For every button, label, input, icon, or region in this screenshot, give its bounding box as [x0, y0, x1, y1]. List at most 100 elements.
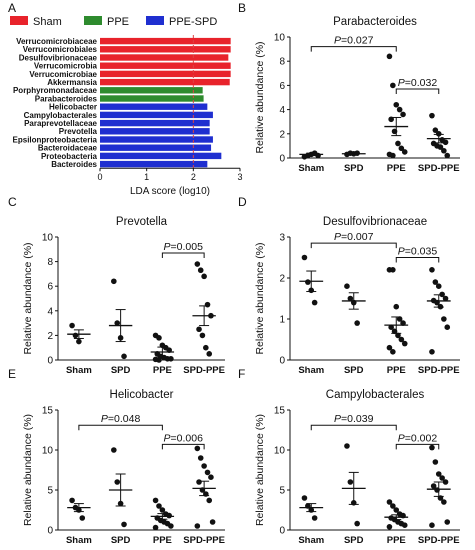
data-point	[388, 324, 394, 331]
x-category-label: Sham	[298, 163, 324, 174]
data-point	[441, 147, 447, 154]
p-value-label: P=0.007	[334, 231, 374, 243]
chart-title: Helicobacter	[110, 389, 174, 401]
lda-category-label: Parabacteroides	[35, 94, 98, 103]
data-point	[121, 353, 127, 360]
legend-label: PPE-SPD	[169, 16, 217, 28]
data-point	[194, 445, 201, 452]
y-tick-label: 10	[274, 33, 286, 44]
y-tick-label: 3	[279, 233, 285, 244]
data-point	[390, 503, 396, 509]
x-category-label: SPD-PPE	[183, 365, 225, 376]
data-point	[311, 515, 318, 521]
x-category-label: SPD-PPE	[418, 163, 460, 174]
panel-letter-e: E	[8, 367, 16, 381]
lda-bar	[100, 95, 204, 102]
data-point	[396, 106, 403, 113]
data-point	[386, 499, 393, 505]
panel-letter-a: A	[8, 1, 16, 15]
data-point	[401, 340, 408, 347]
data-point	[111, 447, 117, 453]
p-value: =0.006	[171, 432, 204, 444]
data-point	[344, 283, 350, 290]
lda-category-label: Verrucomicrobia	[34, 62, 98, 71]
data-point	[441, 499, 447, 505]
data-point	[168, 523, 174, 529]
lda-category-label: Prevotella	[59, 127, 98, 136]
data-point	[429, 444, 435, 451]
lda-bar	[100, 70, 231, 78]
significance-bracket	[78, 424, 163, 431]
data-point	[206, 351, 213, 357]
p-value: =0.002	[405, 432, 438, 444]
data-point	[347, 479, 354, 485]
x-category-label: SPD	[111, 365, 131, 376]
data-point	[204, 469, 211, 476]
p-symbol: P	[334, 413, 341, 425]
x-category-label: Sham	[66, 365, 92, 376]
p-symbol: P	[334, 231, 341, 243]
y-axis-label: Relative abundance (%)	[22, 414, 34, 526]
data-point	[76, 338, 82, 345]
p-value: =0.039	[341, 413, 374, 425]
data-point	[432, 127, 439, 133]
data-point	[301, 254, 308, 261]
y-tick-label: 10	[42, 446, 54, 457]
data-point	[401, 522, 408, 528]
p-value: =0.005	[171, 241, 204, 253]
p-symbol: P	[101, 413, 108, 425]
y-axis-label: Relative abundance (%)	[22, 242, 34, 354]
data-point	[196, 326, 202, 333]
x-category-label: PPE	[387, 163, 406, 174]
lda-bar	[100, 37, 231, 45]
data-point	[194, 523, 201, 529]
data-point	[311, 299, 318, 306]
data-point	[429, 267, 435, 273]
data-point	[114, 320, 121, 326]
data-point	[201, 273, 207, 280]
x-category-label: PPE	[387, 365, 406, 376]
significance-bracket	[395, 257, 440, 263]
significance-bracket	[395, 88, 440, 95]
panel-letter-c: C	[8, 195, 17, 209]
p-value-label: P=0.002	[398, 432, 438, 444]
x-category-label: SPD-PPE	[418, 365, 460, 376]
lda-bar	[100, 119, 210, 127]
y-axis-label: Relative abundance (%)	[254, 414, 266, 526]
lda-bar	[100, 111, 213, 119]
x-category-label: Sham	[298, 365, 324, 376]
lda-category-label: Verrucomicrobiaceae	[16, 37, 97, 46]
y-tick-label: 15	[42, 406, 54, 417]
x-tick-label: 1	[144, 172, 149, 182]
lda-category-label: Bacteroides	[51, 160, 97, 169]
data-point	[168, 355, 174, 362]
data-point	[435, 131, 442, 137]
panel-a-lda-chart: Sham PPE PPE-SPDVerrucomicrobiaceaeVerruco…	[10, 16, 243, 197]
lda-category-label: Proteobacteria	[41, 152, 98, 161]
y-tick-label: 15	[274, 406, 286, 417]
lda-bar	[100, 54, 229, 61]
lda-bar	[100, 87, 203, 94]
data-point	[400, 111, 406, 118]
y-tick-label: 2	[279, 274, 285, 285]
x-category-label: SPD-PPE	[418, 535, 460, 546]
data-point	[393, 101, 400, 108]
panel-letter-f: F	[238, 367, 245, 381]
data-point	[390, 267, 396, 273]
x-category-label: SPD-PPE	[183, 535, 225, 546]
data-point	[390, 349, 396, 355]
data-point	[390, 82, 396, 89]
lda-category-label: Verrucomicrobiales	[23, 45, 98, 54]
panel-f-dotplot: Campylobacterales 0 5 10 15 Relative abundanc…	[254, 389, 460, 546]
lda-bar	[100, 62, 231, 69]
data-point	[156, 357, 162, 363]
p-value-label: P=0.027	[334, 35, 374, 47]
data-point	[201, 463, 207, 469]
y-tick-label: 2	[279, 129, 285, 140]
data-point	[435, 471, 442, 477]
x-tick-label: 0	[97, 172, 102, 182]
lda-category-label: Epsilonproteobacteria	[13, 135, 98, 144]
data-point	[301, 495, 308, 501]
y-tick-label: 1	[279, 315, 285, 326]
data-point	[354, 520, 360, 527]
